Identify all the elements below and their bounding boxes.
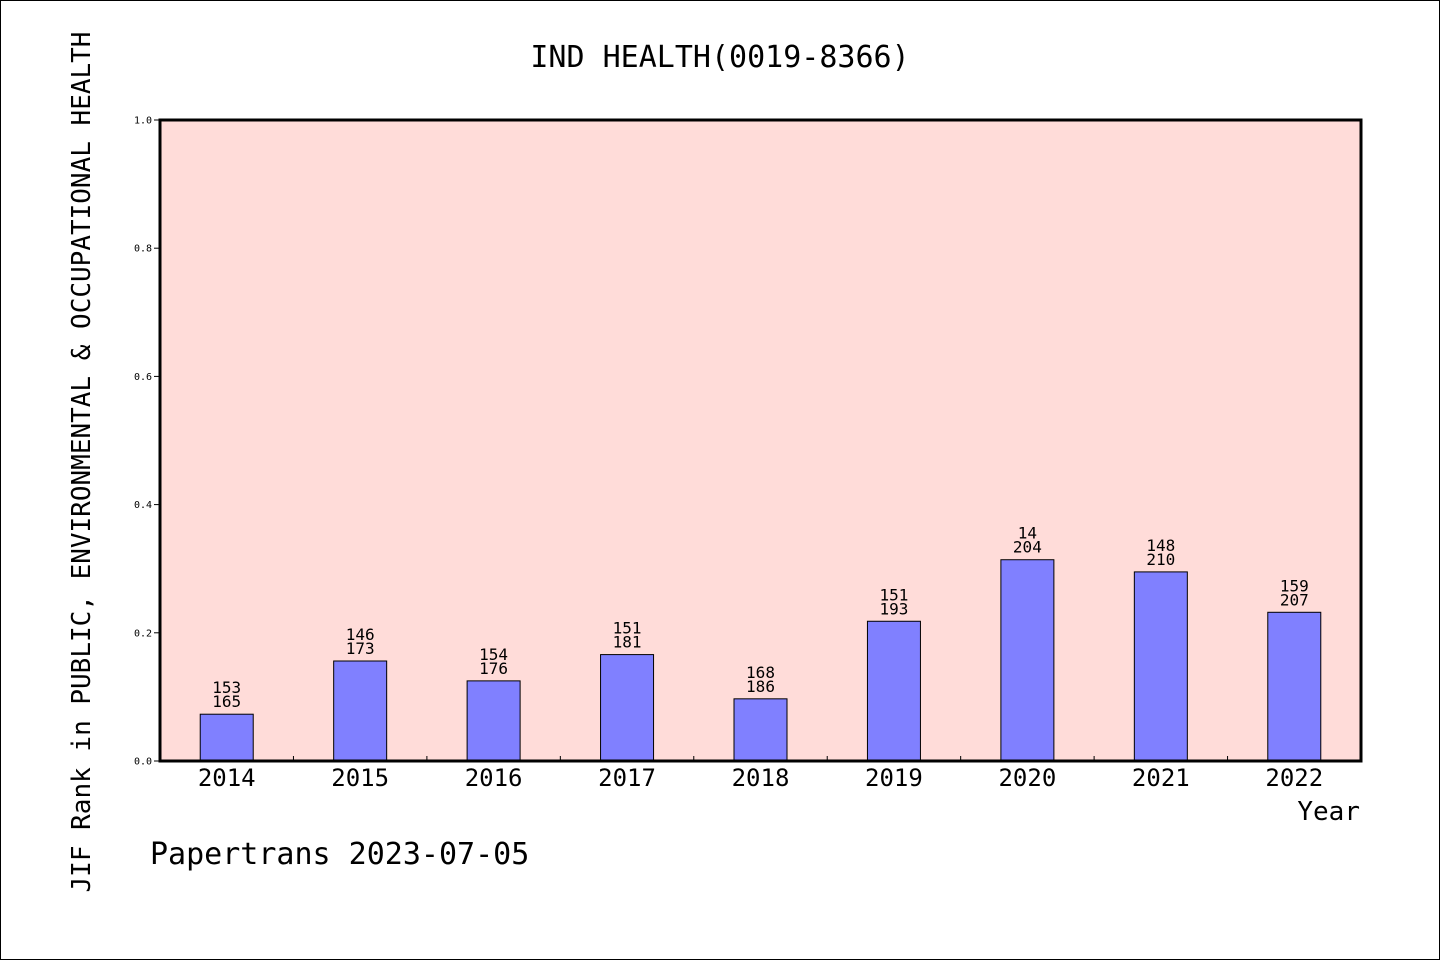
bar-total-label: 165 <box>212 692 241 711</box>
y-tick-label: 0.2 <box>134 628 152 639</box>
bar-2021 <box>1133 571 1188 762</box>
x-tick-label: 2016 <box>465 764 523 792</box>
bar-rank-label: 153 <box>212 678 241 697</box>
bar-total-label: 176 <box>479 659 508 678</box>
x-tick-label: 2021 <box>1132 764 1190 792</box>
y-axis-label: JIF Rank in PUBLIC, ENVIRONMENTAL & OCCU… <box>67 32 97 893</box>
x-tick-label: 2022 <box>1265 764 1323 792</box>
bar-rank-label: 14 <box>1018 524 1037 543</box>
y-tick-label: 0.0 <box>134 757 152 768</box>
chart-title: IND HEALTH(0019-8366) <box>530 40 909 75</box>
x-axis-ticks: 2014 2015 2016 2017 2018 2019 2020 2021 2022 <box>198 756 1323 792</box>
bar-total-label: 204 <box>1013 538 1042 557</box>
bar-rank-label: 148 <box>1146 536 1175 555</box>
bar-2014 <box>199 713 254 762</box>
y-tick-label: 0.4 <box>134 500 152 511</box>
y-tick-label: 0.6 <box>134 372 152 383</box>
bar-2018 <box>733 698 788 762</box>
bar-total-label: 193 <box>879 599 908 618</box>
bar-rank-label: 151 <box>879 585 908 604</box>
x-axis-label: Year <box>1297 797 1360 827</box>
y-tick-label: 0.8 <box>134 244 152 255</box>
bar-rank-label: 154 <box>479 645 508 664</box>
bar-2022 <box>1267 611 1322 762</box>
credit-text: Papertrans 2023-07-05 <box>150 837 529 872</box>
y-tick-label: 1.0 <box>134 116 152 127</box>
x-tick-label: 2020 <box>998 764 1056 792</box>
bar-rank-label: 159 <box>1280 576 1309 595</box>
x-tick-label: 2017 <box>598 764 656 792</box>
bar-total-label: 186 <box>746 677 775 696</box>
bar-rank-label: 168 <box>746 663 775 682</box>
x-tick-label: 2014 <box>198 764 256 792</box>
x-tick-label: 2019 <box>865 764 923 792</box>
bar-rank-label: 146 <box>346 625 375 644</box>
bar-2016 <box>466 680 521 762</box>
x-tick-label: 2015 <box>331 764 389 792</box>
bar-total-label: 210 <box>1146 550 1175 569</box>
x-tick-label: 2018 <box>732 764 790 792</box>
bar-total-label: 207 <box>1280 590 1309 609</box>
bar-2017 <box>600 654 655 762</box>
bar-total-label: 173 <box>346 639 375 658</box>
bar-total-label: 181 <box>613 633 642 652</box>
bar-2020 <box>1000 559 1055 762</box>
bar-2015 <box>333 660 388 762</box>
plot-frame <box>158 118 1363 763</box>
bar-rank-label: 151 <box>613 619 642 638</box>
bar-2019 <box>866 620 921 762</box>
